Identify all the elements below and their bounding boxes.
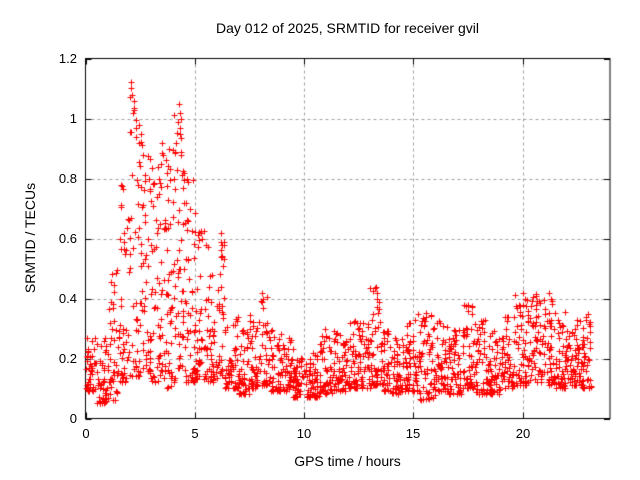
x-tick-label: 10 bbox=[296, 426, 312, 441]
x-tick-label: 20 bbox=[515, 426, 531, 441]
y-tick-label: 1 bbox=[69, 111, 77, 126]
y-tick-label: 1.2 bbox=[58, 51, 77, 66]
y-tick-label: 0.6 bbox=[58, 231, 77, 246]
y-tick-label: 0.2 bbox=[58, 351, 77, 366]
x-tick-label: 15 bbox=[405, 426, 421, 441]
y-tick-label: 0 bbox=[69, 411, 77, 426]
y-tick-label: 0.4 bbox=[58, 291, 77, 306]
y-tick-label: 0.8 bbox=[58, 171, 77, 186]
x-axis-title: GPS time / hours bbox=[294, 453, 401, 469]
x-tick-label: 0 bbox=[82, 426, 90, 441]
x-tick-label: 5 bbox=[191, 426, 199, 441]
